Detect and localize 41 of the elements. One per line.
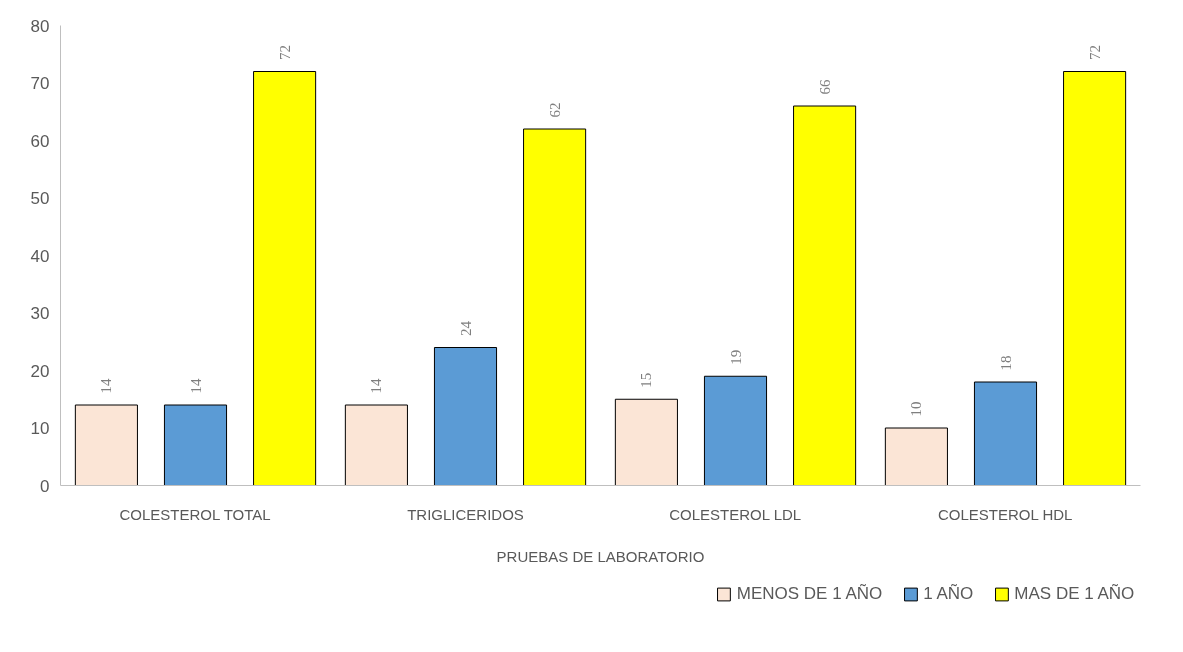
x-tick-label: COLESTEROL TOTAL bbox=[119, 505, 271, 523]
bar bbox=[433, 347, 498, 486]
bar bbox=[163, 404, 228, 486]
data-label: 72 bbox=[276, 45, 293, 60]
bar bbox=[793, 105, 857, 486]
data-label: 10 bbox=[908, 401, 925, 417]
y-tick-label: 10 bbox=[30, 419, 50, 438]
data-label: 19 bbox=[727, 349, 744, 365]
y-tick-label: 30 bbox=[30, 304, 50, 323]
bar bbox=[344, 404, 408, 486]
y-tick-label: 0 bbox=[40, 476, 50, 496]
bar bbox=[973, 381, 1038, 486]
data-label: 15 bbox=[638, 372, 655, 388]
data-label: 14 bbox=[368, 378, 385, 394]
x-axis-title: PRUEBAS DE LABORATORIO bbox=[496, 547, 705, 565]
data-label: 14 bbox=[187, 378, 204, 394]
bar bbox=[74, 404, 138, 486]
data-label: 14 bbox=[98, 378, 115, 394]
x-tick-label: COLESTEROL HDL bbox=[937, 505, 1073, 523]
legend-label: MENOS DE 1 AÑO bbox=[736, 583, 883, 604]
legend-label: 1 AÑO bbox=[923, 583, 974, 604]
data-label: 24 bbox=[457, 320, 474, 336]
y-tick-label: 70 bbox=[30, 74, 50, 93]
data-label: 72 bbox=[1086, 45, 1103, 60]
y-tick-label: 50 bbox=[30, 189, 50, 208]
bar bbox=[523, 128, 587, 486]
data-label: 66 bbox=[816, 79, 833, 95]
y-tick-label: 40 bbox=[30, 246, 50, 266]
x-tick-label: TRIGLICERIDOS bbox=[407, 505, 524, 523]
y-tick-label: 20 bbox=[30, 361, 50, 381]
data-label: 18 bbox=[997, 355, 1014, 371]
y-tick-label: 80 bbox=[30, 16, 50, 36]
bar bbox=[614, 398, 678, 486]
bar bbox=[253, 71, 317, 486]
y-tick-label: 60 bbox=[30, 131, 50, 151]
bar bbox=[884, 427, 948, 486]
bar bbox=[703, 375, 768, 486]
data-label: 62 bbox=[546, 102, 563, 118]
x-tick-label: COLESTEROL LDL bbox=[669, 505, 802, 523]
legend-label: MAS DE 1 AÑO bbox=[1014, 583, 1135, 604]
bar bbox=[1063, 71, 1127, 486]
